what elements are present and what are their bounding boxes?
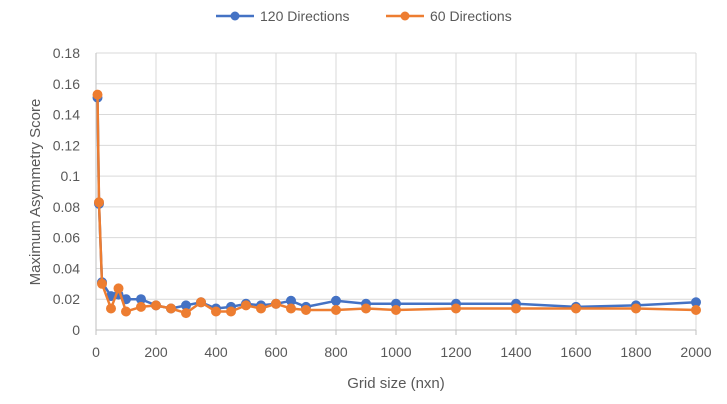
legend-marker bbox=[400, 11, 410, 21]
data-point bbox=[136, 301, 146, 312]
legend-label: 120 Directions bbox=[260, 8, 350, 24]
data-point bbox=[631, 303, 641, 314]
data-point bbox=[361, 303, 371, 314]
y-tick-label: 0.06 bbox=[53, 230, 80, 246]
data-point bbox=[166, 303, 176, 314]
data-point bbox=[256, 303, 266, 314]
x-tick-label: 800 bbox=[324, 344, 348, 360]
data-point bbox=[391, 305, 401, 315]
data-point bbox=[451, 303, 461, 314]
data-point bbox=[113, 283, 124, 294]
series-1 bbox=[92, 89, 701, 319]
data-point bbox=[571, 303, 581, 314]
y-tick-label: 0 bbox=[72, 322, 80, 338]
data-point bbox=[271, 298, 281, 309]
x-tick-label: 1800 bbox=[620, 344, 651, 360]
data-point bbox=[211, 306, 221, 317]
chart-legend: 120 Directions 60 Directions bbox=[216, 8, 512, 24]
series-line bbox=[96, 97, 697, 310]
chart-axes: 0 0.02 0.04 0.06 0.08 0.1 0.12 0.14 0.16 0.18 0 200… bbox=[53, 45, 712, 360]
series-0 bbox=[92, 92, 701, 314]
y-tick-label: 0.14 bbox=[53, 107, 80, 123]
y-axis-label: Maximum Asymmetry Score bbox=[27, 99, 44, 286]
legend-item: 60 Directions bbox=[386, 8, 512, 24]
data-point bbox=[301, 305, 311, 315]
y-tick-label: 0.16 bbox=[53, 76, 80, 92]
data-point bbox=[331, 295, 341, 306]
chart-gridlines bbox=[95, 52, 697, 330]
x-tick-label: 600 bbox=[264, 344, 288, 360]
y-tick-label: 0.04 bbox=[53, 260, 80, 276]
legend-marker bbox=[230, 11, 240, 21]
data-point bbox=[286, 303, 296, 314]
data-point bbox=[97, 278, 107, 289]
x-tick-label: 1200 bbox=[440, 344, 471, 360]
x-tick-label: 1600 bbox=[560, 344, 591, 360]
data-point bbox=[106, 303, 116, 314]
y-tick-label: 0.08 bbox=[53, 199, 80, 215]
data-point bbox=[691, 305, 701, 315]
x-axis-label: Grid size (nxn) bbox=[347, 375, 445, 392]
x-tick-label: 1000 bbox=[380, 344, 411, 360]
data-point bbox=[196, 297, 206, 308]
data-point bbox=[181, 308, 191, 319]
x-tick-label: 200 bbox=[144, 344, 168, 360]
data-point bbox=[241, 300, 251, 311]
data-point bbox=[511, 303, 521, 314]
data-point bbox=[151, 300, 161, 311]
data-point bbox=[92, 89, 103, 100]
y-tick-label: 0.1 bbox=[61, 168, 81, 184]
legend-item: 120 Directions bbox=[216, 8, 350, 24]
data-point bbox=[331, 305, 341, 315]
x-tick-label: 400 bbox=[204, 344, 228, 360]
x-tick-label: 0 bbox=[92, 344, 100, 360]
legend-label: 60 Directions bbox=[430, 8, 512, 24]
y-tick-label: 0.18 bbox=[53, 45, 80, 61]
chart-series bbox=[92, 89, 701, 319]
x-tick-label: 1400 bbox=[500, 344, 531, 360]
series-line bbox=[96, 94, 697, 315]
data-point bbox=[226, 306, 236, 317]
data-point bbox=[121, 306, 131, 317]
x-tick-label: 2000 bbox=[680, 344, 711, 360]
y-tick-label: 0.02 bbox=[53, 291, 80, 307]
data-point bbox=[94, 197, 104, 208]
y-tick-label: 0.12 bbox=[53, 137, 80, 153]
